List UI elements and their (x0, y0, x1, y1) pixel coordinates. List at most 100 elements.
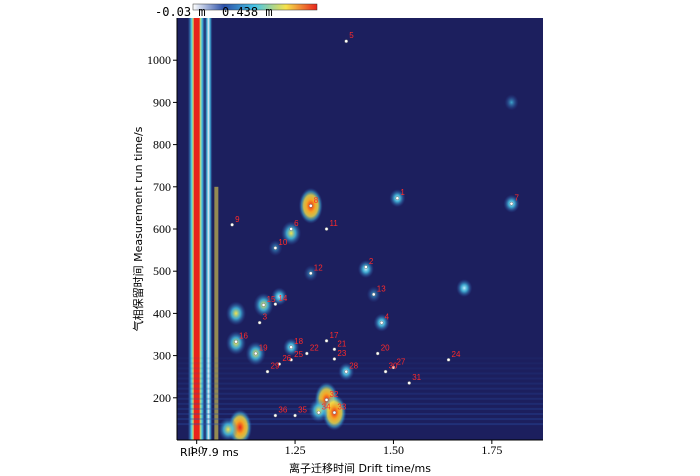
peak-label: 25 (294, 350, 303, 359)
peak-marker (289, 358, 293, 362)
axes: 1.0 1.25 1.50 1.75 200 300 400 500 600 700 800 900… (147, 18, 543, 457)
peak-marker (407, 381, 411, 385)
peak-label: 3 (263, 313, 268, 322)
peak-label: 4 (385, 313, 390, 322)
peak-label: 11 (330, 219, 339, 228)
peak-marker (293, 413, 297, 418)
baseline-streak (177, 362, 543, 365)
peak-marker (324, 339, 329, 343)
peak-marker (391, 365, 396, 370)
baseline-streak (177, 387, 543, 390)
peak-marker (230, 222, 234, 227)
baseline-streak (177, 412, 543, 415)
color-scale: -0.03 m 0.438 m (155, 3, 318, 19)
peak-label: 31 (412, 373, 421, 382)
baseline-streak (177, 407, 543, 410)
color-scale-bar (192, 3, 318, 11)
baseline-streak (177, 367, 543, 370)
peak-marker (446, 358, 451, 362)
signal-blob (218, 417, 239, 440)
peak-marker (344, 369, 349, 374)
rip-label: RIP:7.9 ms (180, 446, 239, 459)
peak-marker (265, 369, 270, 374)
peak-marker (509, 201, 514, 206)
peak-label: 21 (337, 339, 346, 348)
peak-marker (273, 413, 278, 418)
y-tick-label: 300 (153, 349, 171, 363)
peak-marker (316, 410, 321, 415)
baseline-streak (177, 402, 543, 405)
peak-label: 6 (294, 219, 299, 228)
peak-label: 5 (349, 31, 354, 40)
y-axis-label: 气相保留时间 Measurement run time/s (131, 126, 145, 331)
signal-blob (357, 260, 374, 279)
peak-label: 2 (369, 257, 374, 266)
peak-label: 28 (349, 362, 358, 371)
peak-label: 29 (271, 362, 280, 371)
peak-label: 16 (239, 332, 248, 341)
peak-marker (332, 410, 337, 415)
peak-label: 14 (278, 294, 287, 303)
x-tick-label: 1.0 (189, 443, 204, 457)
baseline-streak (177, 377, 543, 380)
peak-label: 22 (310, 343, 319, 352)
peak-label: 8 (314, 196, 319, 205)
peak-label: 18 (294, 337, 303, 346)
peak-marker (309, 271, 313, 276)
peak-label: 32 (330, 390, 339, 399)
baseline-streak (177, 382, 543, 385)
peak-marker (324, 398, 329, 402)
signal-blob (281, 221, 302, 246)
peak-label: 36 (278, 406, 287, 415)
signal-blob (308, 398, 329, 423)
peak-marker (261, 303, 266, 307)
peak-marker (305, 351, 309, 356)
y-tick-label: 200 (153, 391, 171, 405)
signal-blob (456, 279, 473, 298)
peak-label: 17 (330, 331, 339, 340)
rip-shoulder (214, 186, 219, 440)
peak-marker (324, 227, 329, 231)
peak-label: 23 (337, 349, 346, 358)
x-ticks: 1.0 1.25 1.50 1.75 (189, 440, 502, 457)
y-tick-label: 400 (153, 306, 171, 320)
peak-label: 35 (298, 406, 307, 415)
rip-tail-band (204, 18, 213, 440)
scale-max-label: 0.438 m (222, 5, 273, 19)
y-tick-label: 700 (153, 180, 171, 194)
peak-marker (332, 357, 337, 361)
peak-marker (395, 196, 400, 200)
peak-label: 27 (396, 357, 405, 366)
x-tick-label: 1.25 (285, 443, 306, 457)
baseline-streak (177, 423, 543, 426)
peak-marker (289, 227, 293, 231)
peak-label: 30 (389, 362, 398, 371)
peak-marker (375, 351, 380, 356)
baseline-streak (177, 357, 543, 360)
signal-blob (504, 94, 519, 111)
peak-marker (364, 265, 368, 269)
rip-core (193, 18, 200, 440)
y-tick-label: 600 (153, 222, 171, 236)
peak-marker (344, 39, 349, 44)
scale-min-label: -0.03 m (155, 5, 206, 19)
baseline-streak (177, 418, 543, 421)
peak-marker (379, 320, 384, 325)
peak-marker (273, 246, 278, 250)
signal-blob (226, 301, 247, 326)
peak-label: 13 (377, 284, 386, 293)
peak-label: 24 (452, 350, 461, 359)
peak-label: 19 (259, 343, 268, 352)
x-tick-label: 1.50 (383, 443, 404, 457)
peak-label: 12 (314, 263, 323, 272)
peak-marker (273, 302, 278, 306)
baseline-streak (177, 397, 543, 400)
peak-marker (383, 369, 388, 374)
peak-marker (332, 347, 337, 352)
y-tick-label: 800 (153, 138, 171, 152)
y-tick-label: 1000 (147, 53, 171, 67)
peak-label: 34 (322, 403, 331, 412)
peak-marker (234, 339, 238, 344)
